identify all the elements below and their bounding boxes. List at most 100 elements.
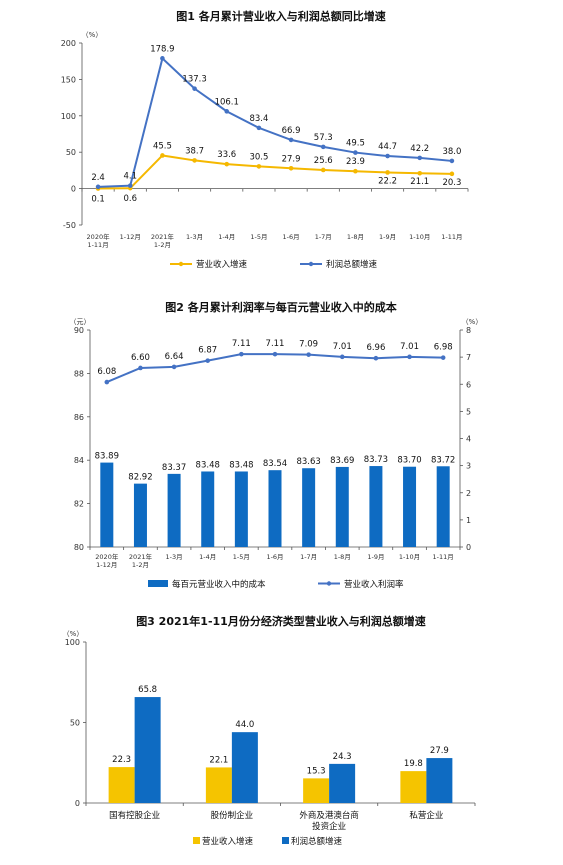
chart-3-x-tick-label: 私营企业: [409, 810, 443, 821]
chart-1-point-0: [160, 153, 165, 158]
chart-2-line-point: [138, 365, 143, 371]
chart-2-bar-label: 83.72: [431, 455, 455, 465]
chart-2-line-point: [272, 351, 278, 357]
chart-3-data-label: 15.3: [307, 766, 326, 776]
chart-2-legend-bar-swatch: [148, 580, 168, 587]
chart-2-bar-label: 83.48: [229, 460, 253, 470]
chart-1-point-1: [160, 56, 165, 61]
chart-2-bar-label: 83.48: [196, 460, 220, 470]
chart-1-series-line-1: [98, 56, 453, 188]
chart-1-unit: （%）: [82, 31, 103, 39]
chart-1-point-1: [95, 184, 101, 190]
chart-1-point-1: [385, 153, 390, 159]
chart-1-point-0: [353, 168, 358, 174]
chart-2-line-point: [171, 364, 177, 370]
chart-2-line-point: [440, 355, 446, 360]
chart-2-x-tick-label: 1-8月: [334, 553, 351, 561]
chart-2-right-tick-label: 0: [466, 543, 471, 552]
chart-2-line-label: 6.64: [165, 352, 184, 362]
chart-3-bar-0: [205, 767, 232, 803]
chart-1-data-label: 0.6: [123, 194, 137, 204]
chart-2-right-tick-label: 8: [466, 326, 471, 335]
chart-2-bar: [201, 471, 215, 547]
chart-1-data-label: 21.1: [410, 177, 429, 187]
chart-1-point-1: [224, 109, 230, 114]
chart-2-legend-line-marker: [326, 581, 332, 586]
chart-3-bar-1: [134, 697, 161, 803]
chart-3-legend-swatch: [193, 837, 200, 844]
chart-3-bar-0: [400, 771, 427, 803]
chart-2-right-tick-label: 1: [466, 516, 471, 525]
chart-1-legend-marker: [308, 261, 314, 267]
chart-3-x-tick-label: 投资企业: [312, 821, 346, 832]
chart-2-bar-label: 83.70: [397, 456, 421, 466]
chart-2-x-tick-label: 1-5月: [233, 553, 250, 561]
chart-3-bar-0: [303, 778, 330, 803]
chart-2-line-label: 7.09: [299, 340, 318, 350]
chart-3-bar-1: [231, 732, 258, 803]
chart-2-right-tick-label: 5: [466, 407, 471, 416]
chart-1-legend-marker: [178, 261, 184, 267]
chart-2-left-unit: （元）: [70, 318, 91, 326]
chart-2-x-tick-label: 1-4月: [199, 553, 216, 561]
chart-1-x-tick-label: 1-2月: [154, 241, 171, 249]
chart-2-left-tick-label: 86: [74, 413, 84, 422]
chart-2-line-label: 6.87: [198, 346, 217, 356]
chart-2-legend-bar-label: 每百元营业收入中的成本: [172, 579, 266, 590]
chart-2-bar-label: 83.73: [364, 455, 388, 465]
chart-2-x-tick-label: 2020年: [95, 552, 119, 561]
chart-2-line-point: [239, 351, 244, 357]
chart-1-point-0: [385, 170, 390, 175]
chart-2-bar-label: 82.92: [128, 473, 152, 483]
chart-1-data-label: 4.1: [123, 172, 137, 182]
chart-1-y-tick-label: 200: [61, 39, 76, 48]
chart-2-line-point: [306, 352, 311, 357]
chart-3-bar-1: [329, 763, 356, 803]
chart-1-data-label: 106.1: [215, 97, 239, 107]
chart-1-data-label: 30.5: [249, 152, 268, 162]
chart-1-point-1: [417, 155, 423, 161]
chart-1-data-label: 44.7: [378, 142, 397, 152]
chart-3-y-tick-label: 100: [65, 638, 80, 647]
chart-1-x-tick-label: 1-11月: [441, 233, 462, 241]
chart-2-left-tick-label: 88: [74, 369, 84, 378]
chart-1-y-tick-label: 0: [71, 185, 76, 194]
chart-1-data-label: 22.2: [378, 176, 397, 186]
chart-3-bar-1: [426, 758, 453, 803]
chart-2-bar: [302, 468, 316, 547]
chart-1-point-0: [288, 165, 294, 171]
chart-1-series-line-0: [98, 154, 452, 190]
chart-2-bar: [369, 466, 383, 547]
chart-2-bar-label: 83.37: [162, 463, 186, 473]
chart-3-unit: （%）: [63, 630, 84, 638]
chart-1-x-tick-label: 2020年: [87, 232, 111, 241]
chart-2-bar: [167, 473, 181, 547]
chart-2-line-label: 7.01: [400, 342, 419, 352]
chart-3-legend-swatch: [282, 837, 289, 844]
chart-2-left-tick-label: 82: [74, 500, 84, 509]
chart-1-x-tick-label: 2021年: [151, 232, 175, 241]
chart-1-point-0: [224, 161, 230, 167]
chart-1-point-1: [449, 158, 455, 164]
chart-3-data-label: 22.1: [209, 755, 228, 765]
chart-2-x-tick-label: 1-9月: [367, 553, 384, 561]
chart-1-point-1: [127, 183, 133, 188]
chart-1-legend-label: 利润总额增速: [326, 259, 378, 270]
chart-1-data-label: 27.9: [282, 154, 301, 164]
chart-2-bar: [403, 466, 417, 547]
chart-3-y-tick-label: 50: [70, 719, 80, 728]
chart-2-bar-label: 83.63: [296, 457, 320, 467]
chart-1-data-label: 49.5: [346, 139, 365, 149]
chart-1-title: 图1 各月累计营业收入与利润总额同比增速: [176, 9, 385, 23]
chart-2-bar-label: 83.54: [263, 459, 287, 469]
chart-1-point-0: [449, 171, 455, 177]
chart-1-x-tick-label: 1-6月: [283, 233, 300, 241]
chart-1-point-1: [288, 137, 294, 143]
chart-1-point-0: [417, 170, 423, 176]
chart-2-right-tick-label: 6: [466, 380, 471, 389]
chart-2-x-tick-label: 1-3月: [166, 553, 183, 561]
chart-2-bar: [234, 471, 248, 547]
chart-1-point-0: [256, 164, 262, 169]
chart-2-x-tick-label: 1-2月: [132, 561, 149, 569]
chart-1-x-tick-label: 1-7月: [315, 233, 332, 241]
